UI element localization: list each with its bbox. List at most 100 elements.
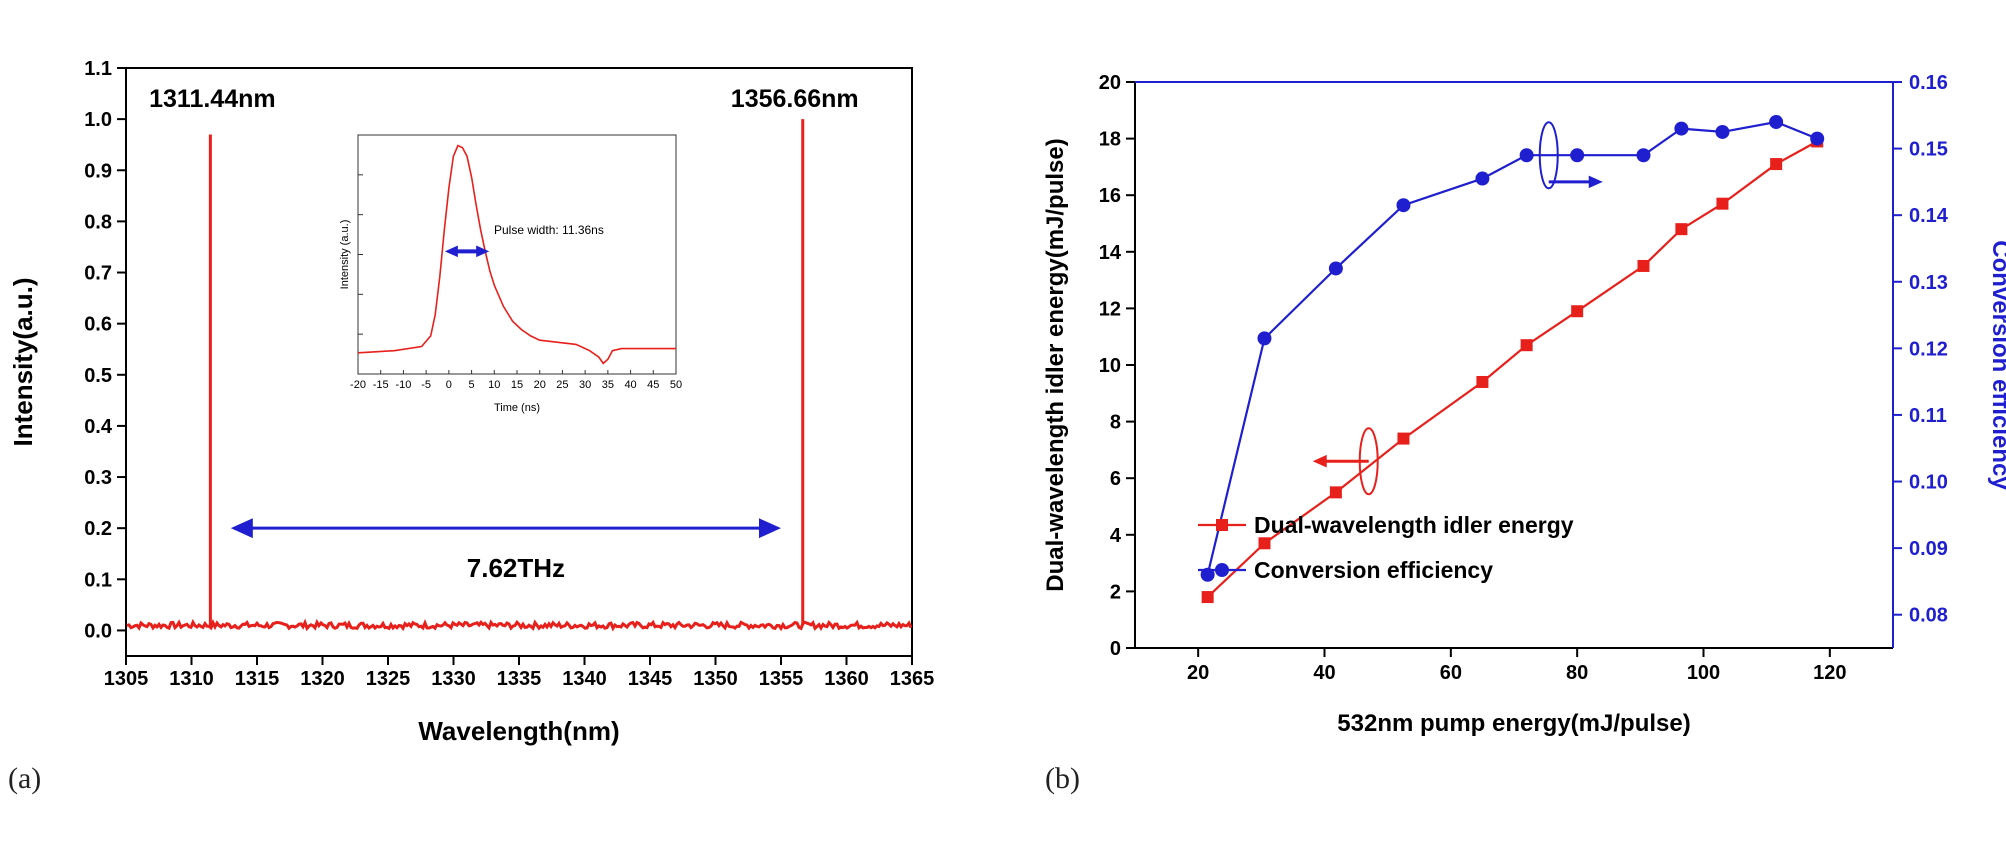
inset-frame [357, 134, 677, 375]
y-tick-label-a: 1.1 [84, 58, 112, 80]
y2-tick-label-b: 0.15 [1909, 139, 1948, 161]
inset-x-tick-label: 0 [446, 379, 452, 391]
x-tick-label-a: 1350 [693, 668, 738, 690]
y2-tick-label-b: 0.16 [1909, 72, 1948, 94]
y-tick-label-a: 0.1 [84, 569, 112, 591]
inset-x-tick-label: 50 [670, 379, 682, 391]
chart-a-spectrum: 1305 1310 1315 1320 1325 1330 1335 1340 1345 1350… [8, 58, 935, 746]
spacing-arrow-head-left [230, 518, 253, 539]
x-tick-label-a: 1320 [300, 668, 345, 690]
inset-pulse-curve [357, 144, 676, 365]
marker-circle [1519, 148, 1534, 163]
blue-series-ellipse [1538, 121, 1559, 190]
inset-width-arrow-head-right [476, 245, 490, 258]
y-tick-label-b: 8 [1110, 412, 1121, 434]
chart-b-energy-efficiency: 20 40 60 80 100 120 0 2 4 6 8 10 12 14 16 18 20 0.08 0.09 0… [1042, 72, 2006, 737]
marker-circle [1200, 567, 1215, 582]
y-axis-label-b: Dual-wavelength idler energy(mJ/pulse) [1042, 138, 1069, 591]
peak-label-1: 1311.44nm [149, 85, 276, 113]
marker-square [1476, 375, 1489, 388]
legend-marker-circle [1215, 563, 1229, 577]
red-series-arrow-head [1312, 454, 1327, 468]
inset-x-tick-label: 5 [469, 379, 475, 391]
y-tick-label-b: 14 [1099, 242, 1122, 264]
inset-width-arrow-head-left [444, 245, 458, 258]
y-tick-label-a: 0.9 [84, 160, 112, 182]
inset-x-tick-label: 45 [647, 379, 659, 391]
y2-tick-label-b: 0.09 [1909, 538, 1948, 560]
y2-tick-label-b: 0.13 [1909, 272, 1948, 294]
legend-label-1: Dual-wavelength idler energy [1254, 512, 1574, 538]
inset-x-tick-label: -15 [373, 379, 389, 391]
series-line-2 [1206, 120, 1818, 576]
x-tick-label-a: 1325 [366, 668, 411, 690]
baseline-noise-a [126, 618, 913, 632]
y2-tick-label-b: 0.14 [1909, 205, 1949, 227]
marker-square [1675, 223, 1688, 236]
x-axis-label-b: 532nm pump energy(mJ/pulse) [1337, 710, 1690, 737]
y2-tick-label-b: 0.08 [1909, 605, 1948, 627]
y-tick-label-a: 0.8 [84, 211, 112, 233]
y-tick-label-b: 2 [1110, 581, 1121, 603]
inset-x-tick-label: 15 [511, 379, 523, 391]
marker-circle [1636, 148, 1651, 163]
x-tick-label-b: 60 [1440, 662, 1462, 684]
inset-x-tick-label: 35 [602, 379, 614, 391]
marker-circle [1810, 131, 1825, 146]
spacing-arrow-head-right [759, 518, 781, 539]
y-tick-label-a: 0.4 [84, 416, 113, 438]
x-tick-label-a: 1305 [104, 668, 149, 690]
marker-circle [1257, 331, 1272, 346]
y-tick-label-a: 0.0 [84, 620, 112, 642]
marker-circle [1475, 171, 1490, 186]
y-tick-label-a: 0.3 [84, 467, 112, 489]
y-tick-label-a: 0.5 [84, 365, 112, 387]
inset-x-tick-label: -10 [395, 379, 411, 391]
y-axis-label-a: Intensity(a.u.) [8, 277, 38, 446]
marker-circle [1769, 114, 1784, 129]
marker-square [1637, 259, 1650, 272]
x-tick-label-b: 40 [1313, 662, 1335, 684]
inset-x-tick-label: -20 [350, 379, 366, 391]
y-tick-label-a: 0.6 [84, 314, 112, 336]
legend-label-2: Conversion efficiency [1254, 557, 1493, 583]
x-axis-label-a: Wavelength(nm) [418, 716, 619, 746]
marker-square [1201, 591, 1214, 604]
x-tick-label-a: 1310 [169, 668, 214, 690]
marker-circle [1570, 148, 1585, 163]
y-tick-label-b: 16 [1099, 185, 1121, 207]
panel-label-a: (a) [8, 762, 42, 795]
inset-annotation: Pulse width: 11.36ns [494, 223, 604, 237]
marker-circle [1674, 121, 1689, 136]
series-line-1 [1206, 140, 1818, 598]
peak-label-2: 1356.66nm [731, 85, 859, 113]
marker-square [1520, 339, 1533, 352]
y-tick-label-b: 20 [1099, 72, 1121, 94]
inset-y-axis-label: Intensity (a.u.) [339, 220, 351, 290]
marker-square [1329, 486, 1342, 499]
y2-tick-label-b: 0.11 [1909, 405, 1947, 427]
x-tick-label-a: 1365 [890, 668, 935, 690]
x-tick-label-b: 100 [1687, 662, 1720, 684]
x-tick-label-a: 1315 [235, 668, 280, 690]
x-tick-label-a: 1360 [824, 668, 869, 690]
inset-x-tick-label: 20 [534, 379, 546, 391]
blue-series-arrow-head [1588, 175, 1603, 189]
y-tick-label-a: 0.2 [84, 518, 112, 540]
y-tick-label-b: 10 [1099, 355, 1121, 377]
x-tick-label-b: 120 [1813, 662, 1846, 684]
x-tick-label-a: 1330 [431, 668, 476, 690]
marker-square [1770, 158, 1783, 171]
marker-square [1571, 305, 1584, 318]
y2-tick-label-b: 0.12 [1909, 338, 1948, 360]
x-tick-label-a: 1340 [562, 668, 607, 690]
marker-circle [1396, 198, 1411, 213]
panel-label-b: (b) [1045, 762, 1080, 795]
inset-x-tick-label: 30 [579, 379, 591, 391]
inset-x-tick-label: 25 [556, 379, 568, 391]
inset-x-tick-label: -5 [421, 379, 431, 391]
inset-x-axis-label: Time (ns) [494, 402, 540, 414]
x-tick-label-b: 80 [1566, 662, 1588, 684]
y2-tick-label-b: 0.10 [1909, 472, 1948, 494]
